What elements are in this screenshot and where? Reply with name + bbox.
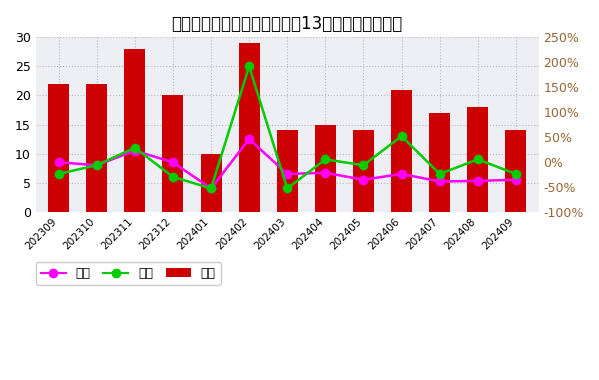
Bar [201, 154, 222, 212]
Bar [467, 107, 488, 212]
Bar [429, 113, 450, 212]
Bar [391, 90, 412, 212]
Bar [162, 95, 183, 212]
Bar [125, 49, 146, 212]
Bar [277, 130, 298, 212]
Bar [238, 43, 259, 212]
Legend: 同比, 环比, 天数: 同比, 环比, 天数 [36, 262, 221, 285]
Bar [86, 84, 107, 212]
Title: 中国白刚玉全行业生产商过去13个月库存去化天数: 中国白刚玉全行业生产商过去13个月库存去化天数 [172, 15, 403, 33]
Bar [315, 125, 336, 212]
Bar [48, 84, 69, 212]
Bar [353, 130, 374, 212]
Bar [506, 130, 527, 212]
